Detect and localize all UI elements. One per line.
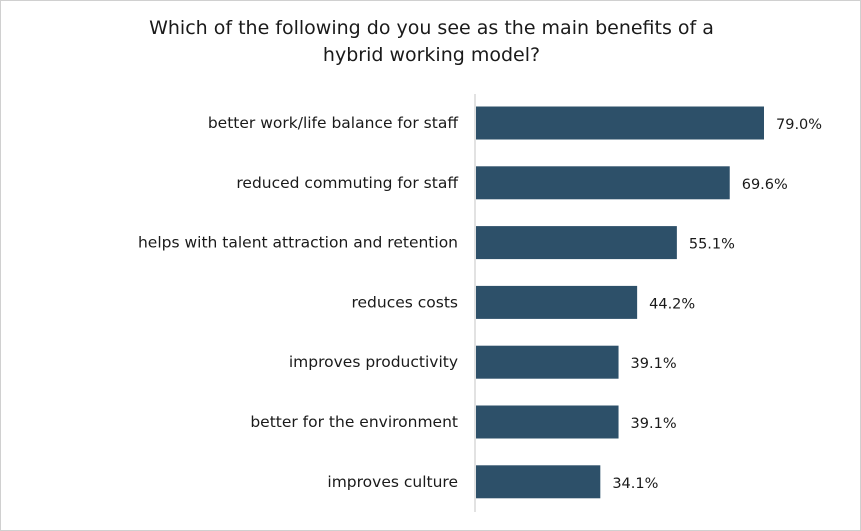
category-label: helps with talent attraction and retenti… [138,234,458,252]
chart-title: Which of the following do you see as the… [1,15,860,69]
data-label: 39.1% [631,416,677,432]
chart-title-line-1: Which of the following do you see as the… [149,17,714,39]
data-label: 55.1% [689,237,735,253]
data-label: 79.0% [776,117,822,133]
bar [476,465,601,499]
bar [476,226,677,260]
bar [476,345,619,379]
chart-title-line-2: hybrid working model? [322,44,541,66]
category-label: reduces costs [351,293,458,311]
bar [476,405,619,439]
category-label: improves productivity [289,353,458,371]
bar [476,285,638,319]
data-label: 44.2% [649,296,695,312]
bar [476,106,764,140]
data-label: 34.1% [612,476,658,492]
bar [476,166,730,200]
data-label: 39.1% [631,356,677,372]
data-label: 69.6% [742,177,788,193]
category-label: better work/life balance for staff [208,114,458,132]
category-label: reduced commuting for staff [236,174,458,192]
category-label: better for the environment [250,413,458,431]
category-label: improves culture [327,473,458,491]
